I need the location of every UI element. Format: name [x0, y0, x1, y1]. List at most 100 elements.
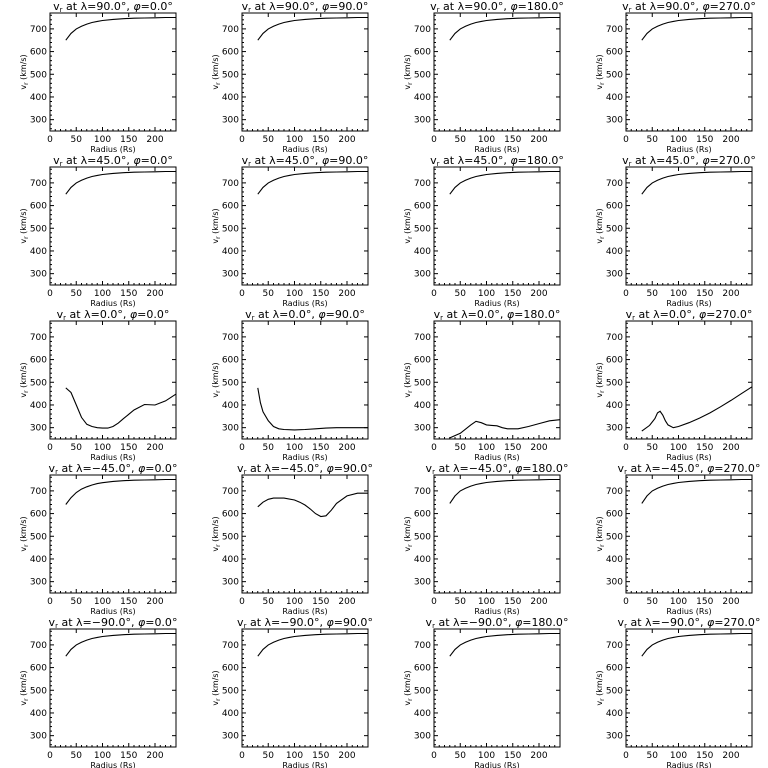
y-tick-label: 500: [30, 532, 47, 542]
y-tick-label: 700: [222, 25, 239, 35]
y-axis-label: vr (km/s): [19, 670, 30, 705]
y-tick-label: 400: [606, 401, 623, 411]
y-tick-label: 300: [414, 424, 431, 434]
velocity-curve: [641, 478, 752, 504]
x-tick-label: 200: [530, 751, 547, 761]
plot-title: vr at λ=−90.0°, φ=0.0°: [49, 616, 178, 630]
y-tick-label: 600: [606, 664, 623, 674]
velocity-curve: [65, 632, 176, 657]
x-tick-label: 200: [722, 289, 739, 299]
x-axis-label: Radius (Rs): [90, 145, 135, 154]
x-axis-label: Radius (Rs): [282, 761, 327, 768]
x-tick-label: 100: [94, 135, 111, 145]
x-axis-label: Radius (Rs): [666, 145, 711, 154]
y-tick-label: 700: [30, 333, 47, 343]
y-tick-label: 600: [30, 202, 47, 212]
x-tick-label: 200: [146, 135, 163, 145]
x-tick-label: 200: [530, 135, 547, 145]
plot-frame: [49, 474, 177, 594]
y-tick-label: 700: [222, 179, 239, 189]
x-tick-label: 50: [71, 443, 83, 453]
plot-panel: vr at λ=45.0°, φ=90.0° 0 50 100 150 200 300 400…: [211, 154, 369, 308]
y-tick-label: 400: [222, 555, 239, 565]
x-tick-label: 0: [47, 751, 53, 761]
y-tick-label: 700: [606, 179, 623, 189]
plot-title: vr at λ=90.0°, φ=270.0°: [622, 0, 756, 14]
y-tick-label: 400: [30, 247, 47, 257]
y-tick-label: 500: [222, 532, 239, 542]
x-tick-label: 50: [263, 135, 275, 145]
y-tick-label: 700: [606, 487, 623, 497]
x-tick-label: 200: [722, 751, 739, 761]
y-tick-label: 700: [30, 25, 47, 35]
y-axis-label: vr (km/s): [19, 362, 30, 397]
plot-title: vr at λ=90.0°, φ=90.0°: [242, 0, 369, 14]
y-tick-label: 300: [606, 270, 623, 280]
plot-title: vr at λ=−45.0°, φ=270.0°: [618, 462, 761, 476]
x-tick-label: 0: [431, 597, 437, 607]
x-tick-label: 50: [455, 751, 467, 761]
y-tick-label: 600: [414, 664, 431, 674]
y-tick-label: 700: [606, 641, 623, 651]
y-axis-label: vr (km/s): [403, 54, 414, 89]
x-tick-label: 50: [647, 751, 659, 761]
plot-panel: vr at λ=45.0°, φ=270.0° 0 50 100 150 200 300 40…: [595, 154, 756, 308]
plot-panel: vr at λ=−90.0°, φ=0.0° 0 50 100 150 200 300 400…: [19, 616, 177, 768]
x-tick-label: 100: [670, 443, 687, 453]
x-tick-label: 50: [455, 135, 467, 145]
y-axis-label: vr (km/s): [211, 516, 222, 551]
plot-frame: [49, 628, 177, 748]
y-tick-label: 500: [414, 224, 431, 234]
y-tick-label: 400: [30, 401, 47, 411]
plot-title: vr at λ=90.0°, φ=0.0°: [53, 0, 173, 14]
x-tick-label: 200: [530, 289, 547, 299]
x-tick-label: 200: [338, 135, 355, 145]
plot-frame: [241, 12, 369, 132]
x-tick-label: 150: [120, 443, 137, 453]
y-tick-label: 300: [222, 116, 239, 126]
x-tick-label: 150: [120, 597, 137, 607]
y-tick-label: 600: [222, 356, 239, 366]
plot-frame: [625, 166, 753, 286]
x-axis-label: Radius (Rs): [474, 761, 519, 768]
plot-frame: [625, 628, 753, 748]
x-tick-label: 100: [286, 597, 303, 607]
plot-panel: vr at λ=−45.0°, φ=270.0° 0 50 100 150 200 300 4…: [595, 462, 760, 616]
x-tick-label: 150: [120, 289, 137, 299]
x-tick-label: 200: [146, 751, 163, 761]
plot-panel: vr at λ=90.0°, φ=0.0° 0 50 100 150 200 300 400 5…: [19, 0, 177, 154]
y-axis-label: vr (km/s): [403, 670, 414, 705]
y-tick-label: 300: [30, 116, 47, 126]
x-axis-label: Radius (Rs): [90, 453, 135, 462]
y-axis-label: vr (km/s): [595, 54, 606, 89]
y-tick-label: 700: [222, 641, 239, 651]
x-tick-label: 50: [647, 289, 659, 299]
x-axis-label: Radius (Rs): [666, 761, 711, 768]
y-tick-label: 600: [222, 48, 239, 58]
x-tick-label: 50: [263, 289, 275, 299]
plot-title: vr at λ=45.0°, φ=90.0°: [242, 154, 369, 168]
y-tick-label: 300: [606, 424, 623, 434]
plot-title: vr at λ=45.0°, φ=270.0°: [622, 154, 756, 168]
y-tick-label: 600: [606, 356, 623, 366]
plot-frame: [49, 320, 177, 440]
x-tick-label: 200: [146, 597, 163, 607]
plot-title: vr at λ=45.0°, φ=180.0°: [430, 154, 564, 168]
y-tick-label: 400: [30, 93, 47, 103]
y-axis-label: vr (km/s): [211, 362, 222, 397]
y-tick-label: 700: [222, 333, 239, 343]
x-axis-label: Radius (Rs): [474, 453, 519, 462]
x-tick-label: 150: [696, 135, 713, 145]
y-tick-label: 600: [222, 510, 239, 520]
y-tick-label: 700: [606, 25, 623, 35]
y-tick-label: 400: [414, 93, 431, 103]
plot-panel: vr at λ=0.0°, φ=90.0° 0 50 100 150 200 300 400 5…: [211, 308, 369, 462]
x-tick-label: 0: [431, 135, 437, 145]
x-tick-label: 0: [431, 751, 437, 761]
plot-frame: [433, 628, 561, 748]
velocity-curve: [641, 386, 753, 432]
y-axis-label: vr (km/s): [211, 208, 222, 243]
x-tick-label: 0: [623, 751, 629, 761]
y-tick-label: 500: [606, 224, 623, 234]
x-axis-label: Radius (Rs): [666, 453, 711, 462]
